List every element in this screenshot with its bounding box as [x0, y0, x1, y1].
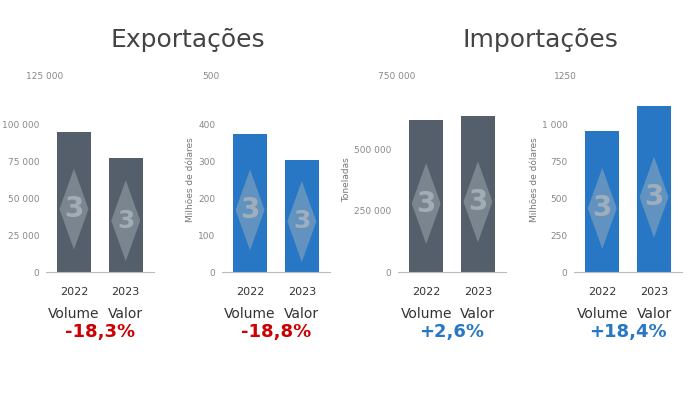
Bar [461, 116, 495, 272]
Polygon shape [287, 181, 316, 262]
Text: 3: 3 [64, 195, 84, 223]
Text: 1250: 1250 [554, 72, 577, 81]
Text: 2022: 2022 [412, 287, 440, 297]
Text: Volume: Volume [48, 307, 99, 321]
Text: 3: 3 [644, 183, 664, 211]
Text: 3: 3 [468, 188, 488, 216]
Bar [585, 131, 619, 272]
Text: 2023: 2023 [288, 287, 316, 297]
Text: +18,4%: +18,4% [589, 323, 667, 341]
Text: 2023: 2023 [464, 287, 492, 297]
Text: 500: 500 [202, 72, 219, 81]
Text: 2022: 2022 [60, 287, 88, 297]
Polygon shape [60, 168, 88, 250]
Polygon shape [111, 180, 140, 261]
Text: Valor: Valor [108, 307, 144, 321]
Text: Valor: Valor [284, 307, 319, 321]
Bar [285, 160, 318, 272]
Bar [233, 134, 267, 272]
Text: 2022: 2022 [236, 287, 265, 297]
Text: 3: 3 [117, 209, 134, 233]
Y-axis label: Milhões de dólares: Milhões de dólares [530, 138, 539, 222]
Bar [109, 158, 143, 272]
Text: Volume: Volume [577, 307, 628, 321]
Text: 3: 3 [293, 210, 311, 234]
Bar [410, 120, 443, 272]
Text: 2023: 2023 [640, 287, 668, 297]
Bar [637, 106, 671, 272]
Y-axis label: Milhões de dólares: Milhões de dólares [186, 138, 195, 222]
Text: 750 000: 750 000 [378, 72, 416, 81]
Polygon shape [463, 161, 492, 242]
Text: Valor: Valor [636, 307, 671, 321]
Text: -18,8%: -18,8% [241, 323, 311, 341]
Text: Valor: Valor [461, 307, 496, 321]
Text: Exportações: Exportações [111, 28, 265, 52]
Text: 2023: 2023 [111, 287, 140, 297]
Text: +2,6%: +2,6% [419, 323, 484, 341]
Text: -18,3%: -18,3% [65, 323, 135, 341]
Polygon shape [236, 170, 265, 250]
Text: 2022: 2022 [588, 287, 617, 297]
Polygon shape [412, 163, 441, 244]
Polygon shape [640, 157, 668, 238]
Y-axis label: Toneladas: Toneladas [342, 158, 351, 202]
Text: 3: 3 [240, 196, 260, 224]
Text: Volume: Volume [224, 307, 276, 321]
Text: 3: 3 [593, 194, 612, 222]
Text: Volume: Volume [400, 307, 452, 321]
Text: 125 000: 125 000 [26, 72, 63, 81]
Bar [57, 132, 91, 272]
Text: 3: 3 [416, 190, 436, 218]
Text: Importações: Importações [462, 28, 618, 52]
Polygon shape [588, 168, 617, 249]
